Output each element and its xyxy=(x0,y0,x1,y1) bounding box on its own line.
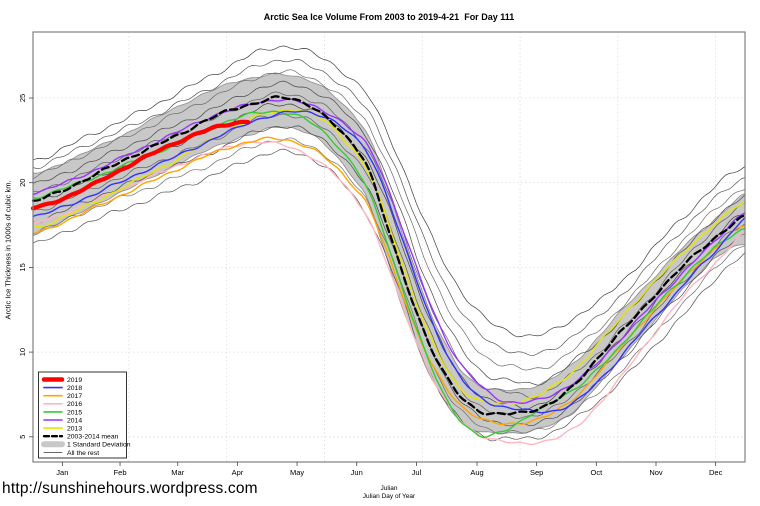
chart-title: Arctic Sea Ice Volume From 2003 to 2019-… xyxy=(263,12,515,22)
site-url: http://sunshinehours.wordpress.com xyxy=(2,480,258,497)
x-tick-label: Jan xyxy=(56,468,68,477)
y-tick-label: 25 xyxy=(18,94,27,102)
legend-label: 2016 xyxy=(67,401,82,408)
x-axis-label-julian: Julian xyxy=(380,485,398,492)
series-line-2018 xyxy=(32,110,746,414)
x-tick-label: Sep xyxy=(530,468,543,477)
legend-label: 1 Standard Deviation xyxy=(67,442,131,449)
rest-year-line xyxy=(32,59,746,356)
x-tick-label: Aug xyxy=(470,468,483,477)
x-tick-label: Nov xyxy=(649,468,663,477)
x-tick-label: Feb xyxy=(114,468,127,477)
rest-year-line xyxy=(32,45,746,338)
rest-year-line xyxy=(32,148,746,442)
x-tick-label: May xyxy=(290,468,304,477)
legend-label: 2003-2014 mean xyxy=(67,434,119,441)
x-axis-label-julian-day: Julian Day of Year xyxy=(362,493,416,500)
legend-label: All the rest xyxy=(67,450,99,457)
legend-label: 2019 xyxy=(67,377,82,384)
x-tick-label: Mar xyxy=(171,468,184,477)
series-line-2003-2014-mean xyxy=(31,95,747,416)
x-tick-label: Apr xyxy=(232,468,244,477)
series-line-2013 xyxy=(32,109,746,405)
legend-label: 2015 xyxy=(67,409,82,416)
stddev-band xyxy=(33,72,745,434)
legend-label: 2014 xyxy=(67,417,82,424)
rest-year-line xyxy=(32,125,746,427)
x-tick-label: Dec xyxy=(709,468,723,477)
rest-year-line xyxy=(32,91,746,400)
y-tick-label: 5 xyxy=(18,435,27,439)
y-tick-label: 15 xyxy=(18,263,27,271)
plot-border xyxy=(32,31,746,463)
rest-year-line xyxy=(32,69,746,371)
series-line-2019 xyxy=(30,119,251,211)
x-tick-label: Jul xyxy=(412,468,422,477)
stddev-band-bottom-edge xyxy=(32,126,746,435)
legend-label: 2018 xyxy=(67,385,82,392)
series-line-2016 xyxy=(32,141,746,446)
y-tick-label: 10 xyxy=(18,348,27,356)
x-tick-label: Jun xyxy=(351,468,363,477)
x-tick-label: Oct xyxy=(591,468,604,477)
legend-label: 2013 xyxy=(67,426,82,433)
y-tick-label: 20 xyxy=(18,179,27,187)
y-axis-label: Arctic Ice Thickness in 1000s of cubic k… xyxy=(3,180,13,320)
legend-label: 2017 xyxy=(67,393,82,400)
